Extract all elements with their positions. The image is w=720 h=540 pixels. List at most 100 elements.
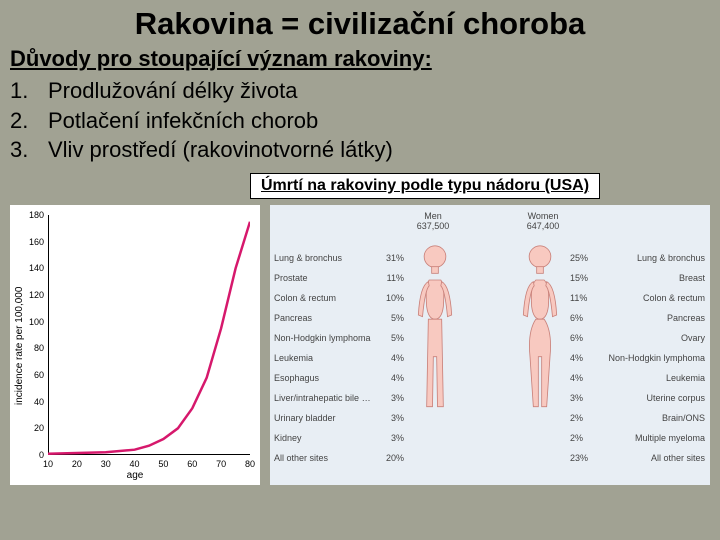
- x-tick: 50: [158, 459, 168, 469]
- stat-pct: 2%: [570, 433, 583, 443]
- chart-label-box: Úmrtí na rakoviny podle typu nádoru (USA…: [250, 173, 600, 199]
- stat-label: All other sites: [651, 453, 705, 463]
- stat-label: Kidney: [274, 433, 302, 443]
- stat-label: All other sites: [274, 453, 328, 463]
- x-tick: 60: [187, 459, 197, 469]
- stat-pct: 4%: [570, 373, 583, 383]
- stat-label: Colon & rectum: [643, 293, 705, 303]
- cancer-types-chart: Men 637,500 Women 647,400 Lung & bronchu…: [270, 205, 710, 485]
- stat-pct: 3%: [570, 393, 583, 403]
- x-tick: 70: [216, 459, 226, 469]
- stat-label: Lung & bronchus: [637, 253, 705, 263]
- y-tick: 100: [20, 317, 44, 327]
- women-stat-row: 15% Breast: [570, 273, 705, 283]
- stat-pct: 6%: [570, 333, 583, 343]
- stat-label: Colon & rectum: [274, 293, 336, 303]
- female-figure: [515, 240, 565, 417]
- stat-label: Liver/intrahepatic bile duct: [274, 393, 374, 403]
- men-stat-row: Prostate11%: [274, 273, 404, 283]
- y-tick: 140: [20, 263, 44, 273]
- reason-num: 2.: [10, 106, 34, 136]
- y-tick: 20: [20, 423, 44, 433]
- men-stat-row: Pancreas 5%: [274, 313, 404, 323]
- y-tick: 180: [20, 210, 44, 220]
- y-tick: 40: [20, 397, 44, 407]
- stat-pct: 23%: [570, 453, 588, 463]
- stat-label: Leukemia: [666, 373, 705, 383]
- stat-pct: 15%: [570, 273, 588, 283]
- incidence-curve: [48, 215, 250, 455]
- x-tick: 80: [245, 459, 255, 469]
- stat-pct: 3%: [391, 413, 404, 423]
- stat-pct: 11%: [387, 273, 404, 283]
- reason-item: 2. Potlačení infekčních chorob: [10, 106, 710, 136]
- men-stat-row: Leukemia 4%: [274, 353, 404, 363]
- stat-pct: 6%: [570, 313, 583, 323]
- y-tick: 80: [20, 343, 44, 353]
- x-tick: 20: [72, 459, 82, 469]
- stat-label: Pancreas: [274, 313, 312, 323]
- reason-text: Potlačení infekčních chorob: [48, 106, 318, 136]
- subtitle: Důvody pro stoupající význam rakoviny:: [0, 46, 720, 76]
- x-tick: 40: [130, 459, 140, 469]
- stat-label: Lung & bronchus: [274, 253, 342, 263]
- men-label: Men: [388, 211, 478, 221]
- stat-label: Uterine corpus: [646, 393, 705, 403]
- men-stat-row: Lung & bronchus 31%: [274, 253, 404, 263]
- stat-pct: 20%: [386, 453, 404, 463]
- women-stat-row: 2% Multiple myeloma: [570, 433, 705, 443]
- stat-pct: 10%: [386, 293, 404, 303]
- reason-num: 3.: [10, 135, 34, 165]
- incidence-chart: incidence rate per 100,000 age 020406080…: [10, 205, 260, 485]
- men-stat-row: Esophagus 4%: [274, 373, 404, 383]
- reason-item: 3. Vliv prostředí (rakovinotvorné látky): [10, 135, 710, 165]
- stat-label: Pancreas: [667, 313, 705, 323]
- stat-label: Brain/ONS: [662, 413, 705, 423]
- reasons-list: 1. Prodlužování délky života 2. Potlačení i…: [0, 76, 720, 173]
- women-stat-row: 2% Brain/ONS: [570, 413, 705, 423]
- reason-item: 1. Prodlužování délky života: [10, 76, 710, 106]
- women-total: 647,400: [498, 221, 588, 231]
- stat-pct: 11%: [570, 293, 587, 303]
- stat-label: Leukemia: [274, 353, 313, 363]
- page-title: Rakovina = civilizační choroba: [0, 0, 720, 46]
- stat-pct: 25%: [570, 253, 588, 263]
- women-stat-row: 6% Pancreas: [570, 313, 705, 323]
- stat-pct: 3%: [391, 433, 404, 443]
- men-header: Men 637,500: [388, 211, 478, 231]
- reason-text: Vliv prostředí (rakovinotvorné látky): [48, 135, 393, 165]
- men-stat-row: Colon & rectum 10%: [274, 293, 404, 303]
- stat-label: Non-Hodgkin lymphoma: [274, 333, 371, 343]
- stat-pct: 4%: [391, 353, 404, 363]
- stat-label: Breast: [679, 273, 705, 283]
- y-tick: 60: [20, 370, 44, 380]
- women-stat-row: 25% Lung & bronchus: [570, 253, 705, 263]
- x-axis-label: age: [127, 470, 144, 481]
- reason-num: 1.: [10, 76, 34, 106]
- men-stat-row: Kidney 3%: [274, 433, 404, 443]
- y-tick: 120: [20, 290, 44, 300]
- women-stat-row: 6% Ovary: [570, 333, 705, 343]
- stat-pct: 4%: [570, 353, 583, 363]
- stat-label: Urinary bladder: [274, 413, 336, 423]
- x-tick: 30: [101, 459, 111, 469]
- stat-pct: 31%: [386, 253, 404, 263]
- charts-row: incidence rate per 100,000 age 020406080…: [0, 199, 720, 485]
- women-stat-row: 11% Colon & rectum: [570, 293, 705, 303]
- stat-label: Multiple myeloma: [635, 433, 705, 443]
- stat-label: Ovary: [681, 333, 705, 343]
- stat-pct: 2%: [570, 413, 583, 423]
- men-stat-row: Urinary bladder 3%: [274, 413, 404, 423]
- stat-pct: 4%: [391, 373, 404, 383]
- stat-pct: 3%: [391, 393, 404, 403]
- y-tick: 0: [20, 450, 44, 460]
- men-stat-row: Liver/intrahepatic bile duct 3%: [274, 393, 404, 403]
- reason-text: Prodlužování délky života: [48, 76, 297, 106]
- male-figure: [410, 240, 460, 417]
- women-stat-row: 4% Leukemia: [570, 373, 705, 383]
- stat-pct: 5%: [391, 313, 404, 323]
- men-stat-row: All other sites 20%: [274, 453, 404, 463]
- stat-label: Non-Hodgkin lymphoma: [608, 353, 705, 363]
- stat-label: Esophagus: [274, 373, 319, 383]
- men-total: 637,500: [388, 221, 478, 231]
